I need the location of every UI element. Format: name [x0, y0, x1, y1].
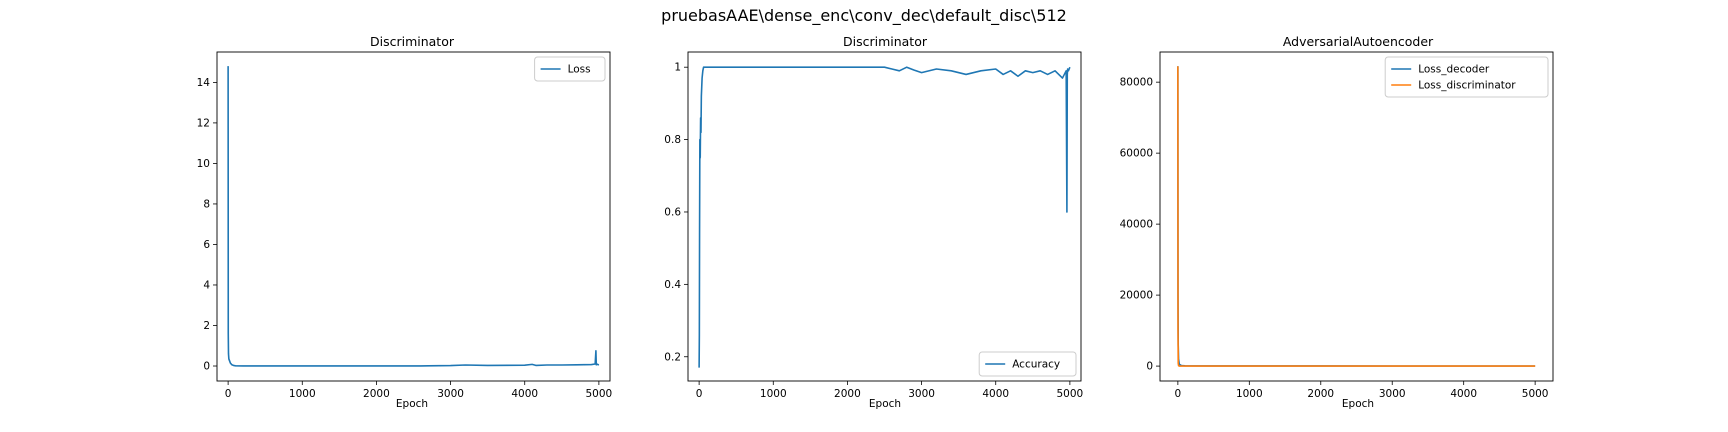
legend-label: Loss_decoder	[1418, 64, 1490, 76]
x-axis-label: Epoch	[1342, 398, 1374, 410]
chart-marks: 0 1000 2000 3000 4000 5000 0 2 4 6 8 10 12 14 Loss	[197, 51, 613, 400]
x-tick-label: 0	[1175, 388, 1182, 400]
figure-suptitle: pruebasAAE\dense_enc\conv_dec\default_di…	[661, 6, 1067, 26]
x-tick-label: 2000	[363, 388, 390, 400]
chart-discriminator-loss: Discriminator 0 1000 2000 3000 4000 5000 0 2 4 6 8…	[197, 34, 613, 410]
y-tick-label: 6	[203, 239, 210, 251]
x-tick-label: 3000	[908, 388, 935, 400]
y-tick-label: 80000	[1120, 77, 1153, 89]
x-tick-label: 2000	[834, 388, 861, 400]
x-tick-label: 0	[696, 388, 703, 400]
legend: Loss	[534, 56, 606, 82]
chart-title: AdversarialAutoencoder	[1283, 34, 1434, 49]
axes-frame	[1159, 51, 1554, 382]
series-line-loss	[227, 66, 600, 367]
chart-title: Discriminator	[370, 34, 455, 49]
chart-marks: 0 1000 2000 3000 4000 5000 0 20000 40000 60000 800…	[1120, 51, 1554, 400]
y-tick-label: 2	[203, 320, 210, 332]
chart-title: Discriminator	[843, 34, 928, 49]
x-axis-label: Epoch	[396, 398, 428, 410]
legend-label: Accuracy	[1012, 359, 1060, 371]
x-tick-label: 4000	[511, 388, 538, 400]
legend-box	[1384, 56, 1549, 98]
y-tick-label: 8	[203, 198, 210, 210]
y-tick-label: 12	[197, 117, 210, 129]
y-tick-label: 0.2	[664, 351, 681, 363]
x-tick-label: 0	[225, 388, 232, 400]
series-line-loss-decoder	[1177, 66, 1536, 367]
legend-box	[534, 56, 606, 82]
x-tick-label: 1000	[289, 388, 316, 400]
x-tick-label: 5000	[586, 388, 613, 400]
y-tick-label: 14	[197, 77, 211, 89]
series-line-accuracy	[698, 66, 1071, 368]
y-tick-label: 60000	[1120, 148, 1153, 160]
axes-frame	[216, 51, 611, 382]
x-tick-label: 1000	[760, 388, 787, 400]
legend-label: Loss	[568, 64, 591, 76]
y-tick-label: 0.8	[664, 134, 681, 146]
y-tick-label: 0	[1146, 361, 1153, 373]
y-tick-label: 0	[203, 361, 210, 373]
x-axis-label: Epoch	[869, 398, 901, 410]
legend: Loss_decoder Loss_discriminator	[1384, 56, 1549, 98]
chart-marks: 0 1000 2000 3000 4000 5000 0.2 0.4 0.6 0.8 1 Accura…	[664, 51, 1084, 400]
legend-label: Loss_discriminator	[1418, 80, 1516, 92]
y-tick-label: 0.6	[664, 206, 681, 218]
x-tick-label: 4000	[982, 388, 1009, 400]
y-tick-label: 4	[203, 279, 210, 291]
x-tick-label: 1000	[1236, 388, 1263, 400]
y-tick-label: 40000	[1120, 219, 1153, 231]
x-tick-label: 2000	[1307, 388, 1334, 400]
y-tick-label: 10	[197, 158, 210, 170]
x-tick-label: 4000	[1450, 388, 1477, 400]
x-tick-label: 3000	[1379, 388, 1406, 400]
chart-adversarial-autoencoder: AdversarialAutoencoder 0 1000 2000 3000 4000…	[1120, 34, 1554, 410]
x-tick-label: 5000	[1522, 388, 1549, 400]
axes-frame	[687, 51, 1082, 382]
legend-box	[978, 351, 1077, 377]
legend: Accuracy	[978, 351, 1077, 377]
y-tick-label: 1	[674, 62, 681, 74]
x-tick-label: 5000	[1057, 388, 1084, 400]
x-tick-label: 3000	[437, 388, 464, 400]
y-tick-label: 20000	[1120, 290, 1153, 302]
y-tick-label: 0.4	[664, 279, 681, 291]
series-line-loss-discriminator	[1177, 66, 1536, 367]
chart-discriminator-accuracy: Discriminator 0 1000 2000 3000 4000 5000 0.2 0.…	[664, 34, 1083, 410]
